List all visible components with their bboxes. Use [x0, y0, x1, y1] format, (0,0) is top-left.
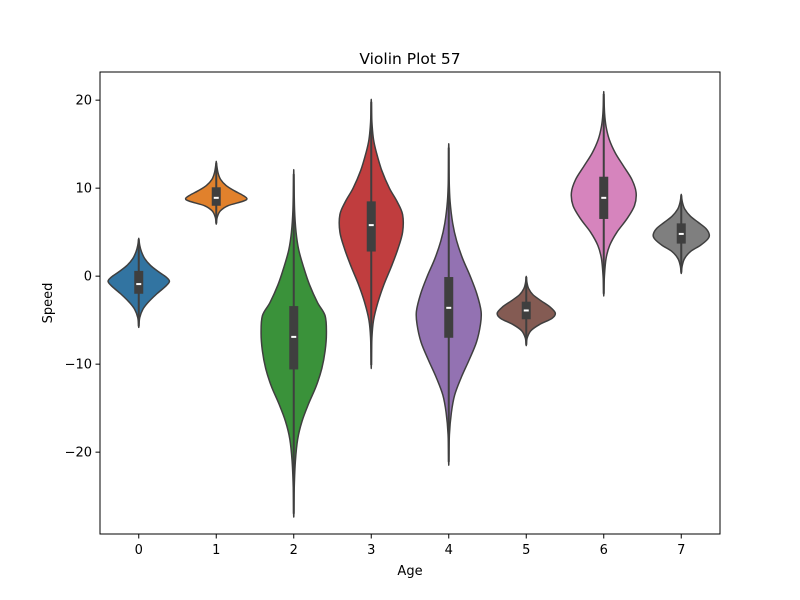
x-tick-label-2: 2 — [290, 543, 298, 558]
violin-iqr-box-3 — [366, 201, 376, 252]
violin-4 — [415, 142, 483, 467]
y-tick-label-0: 20 — [75, 94, 92, 109]
y-tick-label-1: 10 — [75, 182, 92, 197]
violins-group — [107, 90, 711, 518]
violin-2 — [260, 168, 328, 518]
violin-0 — [107, 237, 171, 329]
x-tick-label-4: 4 — [445, 543, 453, 558]
violin-iqr-box-0 — [134, 270, 144, 294]
violin-1 — [184, 160, 248, 225]
plot-area-frame — [99, 71, 721, 535]
x-tick-label-1: 1 — [212, 543, 220, 558]
x-tick-label-3: 3 — [367, 543, 375, 558]
x-tick-label-6: 6 — [600, 543, 608, 558]
chart-title: Violin Plot 57 — [359, 50, 460, 68]
x-axis-label: Age — [397, 564, 422, 579]
y-tick-label-3: −10 — [65, 358, 92, 373]
y-tick-label-2: 0 — [84, 270, 92, 285]
x-tick-label-5: 5 — [522, 543, 530, 558]
x-axis-ticks: 0 1 2 3 4 5 6 7 — [135, 534, 685, 558]
violin-7 — [652, 193, 711, 275]
violin-3 — [338, 98, 405, 370]
y-axis-ticks: 20 10 0 −10 −20 — [65, 94, 100, 461]
y-tick-label-4: −20 — [65, 446, 92, 461]
violin-6 — [570, 90, 637, 297]
violin-5 — [496, 275, 557, 347]
x-tick-label-7: 7 — [677, 543, 685, 558]
y-axis-label: Speed — [41, 283, 56, 324]
x-tick-label-0: 0 — [135, 543, 143, 558]
violin-iqr-box-1 — [211, 187, 221, 206]
